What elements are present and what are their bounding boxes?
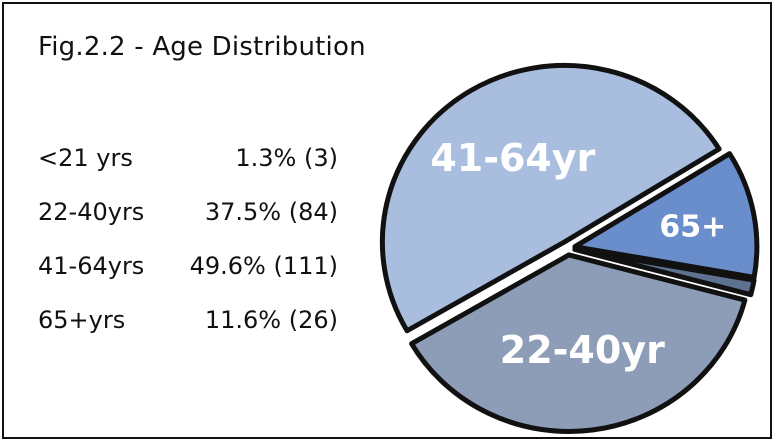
pie-slice-65-yrs bbox=[572, 151, 760, 280]
legend-label-41-64: 41-64yrs bbox=[38, 252, 145, 280]
slice-label-65-yrs: 65+ bbox=[659, 210, 726, 245]
legend-table: <21 yrs 1.3% (3) 22-40yrs 37.5% (84) 41-… bbox=[38, 144, 338, 360]
legend-value-under-21: 1.3% (3) bbox=[235, 144, 338, 172]
legend-label-under-21: <21 yrs bbox=[38, 144, 133, 172]
legend-row-22-40: 22-40yrs 37.5% (84) bbox=[38, 198, 338, 252]
legend-label-22-40: 22-40yrs bbox=[38, 198, 145, 226]
legend-value-22-40: 37.5% (84) bbox=[204, 198, 338, 226]
pie-slice-21-yrs bbox=[572, 247, 757, 298]
legend-row-41-64: 41-64yrs 49.6% (111) bbox=[38, 252, 338, 306]
slice-label-41-64yrs: 41-64yr bbox=[430, 136, 595, 180]
slice-label-22-40yrs: 22-40yr bbox=[500, 328, 665, 372]
pie-slice-22-40yrs bbox=[409, 252, 748, 434]
legend-row-65-plus: 65+yrs 11.6% (26) bbox=[38, 306, 338, 360]
pie-slice-41-64yrs bbox=[379, 62, 722, 334]
legend-row-under-21: <21 yrs 1.3% (3) bbox=[38, 144, 338, 198]
chart-title: Fig.2.2 - Age Distribution bbox=[38, 32, 366, 62]
legend-value-65-plus: 11.6% (26) bbox=[204, 306, 338, 334]
legend-label-65-plus: 65+yrs bbox=[38, 306, 126, 334]
legend-value-41-64: 49.6% (111) bbox=[189, 252, 338, 280]
